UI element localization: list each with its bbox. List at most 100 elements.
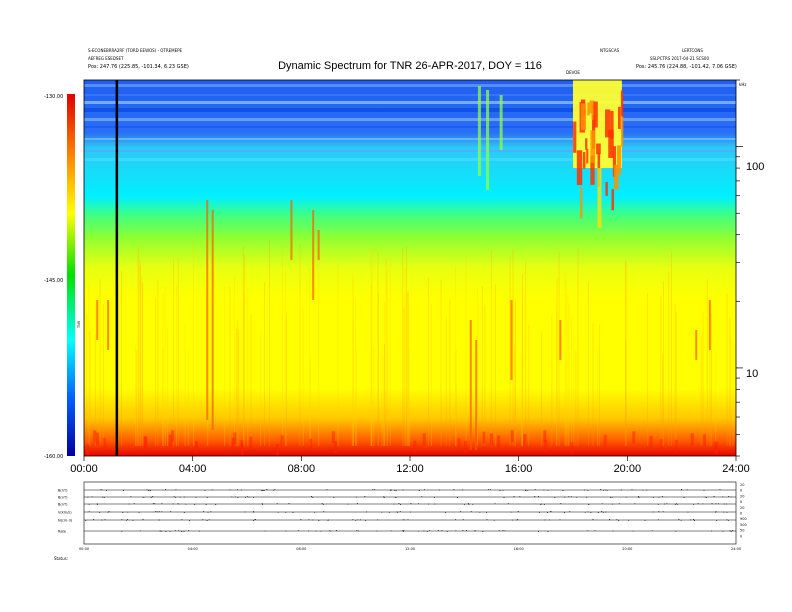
spectral-striation <box>726 293 728 446</box>
lower-row-sample <box>692 504 694 505</box>
spectral-striation <box>84 298 85 446</box>
lower-row-sample <box>399 504 401 505</box>
lower-row-sample <box>130 496 132 497</box>
lower-row-sample <box>183 512 185 513</box>
spectral-striation <box>715 351 717 446</box>
lower-row-sample <box>165 489 167 490</box>
lower-row-sample <box>143 497 145 498</box>
lower-row-sample <box>263 490 265 491</box>
spectral-striation <box>250 313 252 446</box>
lower-row-sample <box>587 511 589 513</box>
lower-row-sample <box>657 504 659 505</box>
lower-row-sample <box>548 519 550 521</box>
x-tick-label: 12:00 <box>396 463 424 475</box>
spectral-striation <box>522 273 523 446</box>
lower-row-sample <box>252 511 254 512</box>
spectral-striation <box>568 303 570 446</box>
lower-row-sample <box>390 530 392 532</box>
lower-row-sample <box>264 530 266 532</box>
spectral-striation <box>732 341 734 446</box>
spectral-striation <box>88 283 90 446</box>
spectral-striation <box>99 278 101 446</box>
lower-row-sample <box>203 511 205 512</box>
lower-row-sample <box>261 503 263 504</box>
lower-row-sample <box>494 503 496 504</box>
spectral-striation <box>264 282 265 446</box>
lower-row-sample <box>179 496 181 498</box>
lower-row-sample <box>139 530 141 532</box>
lower-row-sample <box>101 519 103 521</box>
spectral-striation <box>355 347 357 446</box>
y-tick-10: 10 <box>746 368 758 380</box>
spectral-striation <box>709 301 711 446</box>
lower-row-sample <box>730 496 732 498</box>
spectral-striation <box>247 288 249 446</box>
lower-row-sample <box>395 490 397 492</box>
spectral-striation <box>625 260 627 446</box>
lower-row-sample <box>434 503 436 505</box>
lower-row-sample <box>390 489 392 491</box>
emission-spike <box>559 320 562 360</box>
spectrogram-background <box>84 80 736 456</box>
spectral-striation <box>235 328 237 446</box>
lower-row-sample <box>728 496 730 497</box>
noise-patch <box>240 440 244 453</box>
event-hotspot <box>610 110 614 139</box>
spectral-striation <box>540 331 542 446</box>
spectral-striation <box>407 290 409 446</box>
lower-row-sample <box>182 530 184 532</box>
emission-spike <box>211 210 214 430</box>
lower-row-sample <box>237 497 239 498</box>
lower-row-sample <box>123 490 125 491</box>
lower-row-sample <box>680 520 682 521</box>
event-hotspot <box>590 130 596 163</box>
lower-row-sample <box>178 530 180 531</box>
lower-row-sample <box>652 511 654 513</box>
lower-row-sample <box>248 496 250 498</box>
lower-row-sample <box>658 511 660 512</box>
spectral-band <box>84 226 736 228</box>
lower-row-sample <box>364 496 366 497</box>
lower-row-sample <box>357 530 359 532</box>
lower-row-sample <box>605 511 607 513</box>
event-label: DEVOE <box>566 70 580 75</box>
lower-row-sample <box>127 519 129 520</box>
lower-row-sample <box>543 489 545 491</box>
lower-right-tick-label: 0 <box>740 489 742 493</box>
event-hotspot <box>589 100 595 114</box>
lower-row-sample <box>727 520 729 521</box>
lower-row-sample <box>318 520 320 522</box>
lower-row-sample <box>510 511 512 513</box>
lower-row-sample <box>543 504 545 505</box>
spectral-band <box>84 94 736 96</box>
lower-row-sample <box>525 489 527 491</box>
lower-row-sample <box>396 511 398 513</box>
lower-row-sample <box>609 519 611 520</box>
spectral-striation <box>573 333 575 446</box>
lower-row-sample <box>377 519 379 521</box>
lower-row-sample <box>202 519 204 520</box>
lower-row-sample <box>455 530 457 532</box>
lower-row-sample <box>198 530 200 532</box>
lower-row-sample <box>327 519 329 521</box>
lower-row-sample <box>390 490 392 492</box>
lower-row-sample <box>404 519 406 521</box>
lower-row-sample <box>547 531 549 533</box>
event-hotspot <box>590 155 595 185</box>
lower-row-sample <box>611 497 613 498</box>
spectral-striation <box>86 314 88 446</box>
event-hotspot <box>593 101 598 128</box>
noise-patch <box>457 438 461 451</box>
time-marker-line <box>115 80 119 456</box>
lower-row-sample <box>388 512 390 513</box>
event-hotspot <box>608 129 614 158</box>
lower-row-sample <box>322 504 324 505</box>
lower-row-sample <box>715 511 717 513</box>
lower-row-sample <box>262 490 264 492</box>
spectral-striation <box>428 277 429 446</box>
noise-patch <box>489 433 493 446</box>
header-right-4: Pos: 245.76 (224.88, -101.42, 7.06 GSE) <box>636 64 737 70</box>
lower-row-sample <box>426 531 428 532</box>
lower-right-tick-label: 500 <box>740 523 747 527</box>
lower-row-sample <box>206 520 208 521</box>
